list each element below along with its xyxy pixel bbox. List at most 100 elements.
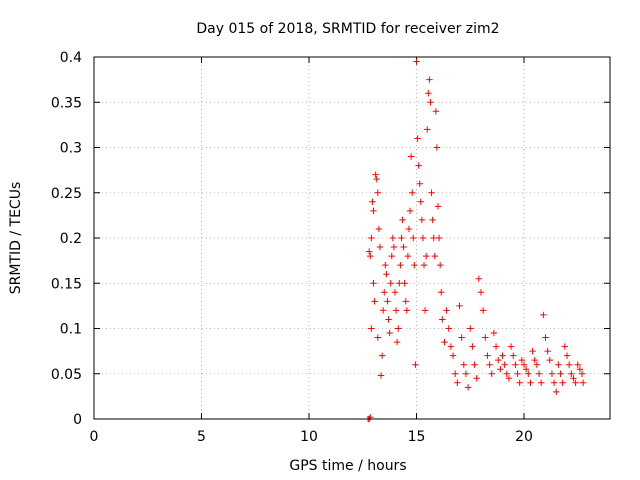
data-point bbox=[426, 76, 433, 83]
data-point bbox=[563, 352, 571, 359]
y-tick-label: 0.3 bbox=[60, 141, 82, 157]
x-tick-label: 5 bbox=[197, 429, 206, 445]
data-point bbox=[433, 144, 441, 151]
y-tick-label: 0.05 bbox=[51, 367, 82, 383]
data-point bbox=[475, 275, 483, 282]
data-point bbox=[522, 366, 530, 373]
data-point bbox=[403, 307, 411, 314]
x-axis-label: GPS time / hours bbox=[289, 458, 406, 474]
data-point bbox=[417, 198, 424, 205]
data-point bbox=[389, 234, 397, 242]
data-point bbox=[495, 356, 502, 364]
data-point bbox=[421, 307, 429, 314]
y-tick-label: 0 bbox=[73, 412, 82, 428]
data-point bbox=[490, 329, 498, 337]
data-point bbox=[520, 361, 528, 368]
data-point bbox=[384, 298, 391, 305]
data-point bbox=[432, 108, 440, 115]
y-tick-label: 0.1 bbox=[60, 322, 82, 338]
data-point bbox=[503, 370, 510, 377]
data-point bbox=[548, 370, 556, 377]
data-point bbox=[542, 334, 549, 341]
data-point bbox=[454, 379, 461, 386]
data-point bbox=[370, 280, 377, 287]
data-point bbox=[404, 252, 412, 260]
data-point bbox=[415, 162, 422, 169]
data-point bbox=[428, 189, 435, 196]
data-point bbox=[550, 379, 558, 386]
data-point bbox=[553, 388, 560, 396]
data-point bbox=[535, 370, 543, 377]
data-point bbox=[561, 343, 569, 350]
data-point bbox=[383, 271, 390, 278]
data-point bbox=[572, 379, 579, 386]
data-point bbox=[370, 207, 377, 215]
data-point bbox=[565, 361, 573, 368]
data-point bbox=[469, 343, 476, 350]
data-point bbox=[531, 356, 538, 364]
data-point bbox=[419, 234, 427, 242]
data-point bbox=[546, 356, 553, 364]
y-tick-label: 0.4 bbox=[60, 50, 82, 66]
data-point bbox=[568, 370, 575, 377]
data-point bbox=[410, 234, 417, 242]
data-point bbox=[464, 384, 472, 391]
data-point bbox=[373, 175, 380, 183]
data-point bbox=[430, 234, 437, 242]
data-point bbox=[391, 289, 399, 296]
data-point bbox=[467, 325, 474, 332]
data-point bbox=[429, 216, 436, 224]
data-point bbox=[482, 334, 489, 341]
data-point bbox=[369, 198, 376, 205]
data-point bbox=[578, 370, 586, 377]
data-point bbox=[507, 343, 515, 350]
data-point bbox=[414, 135, 421, 142]
data-point bbox=[559, 379, 566, 386]
data-point bbox=[501, 361, 508, 368]
data-point bbox=[460, 361, 467, 368]
data-point bbox=[413, 58, 420, 65]
data-point bbox=[390, 243, 398, 251]
plot-frame bbox=[93, 56, 611, 420]
data-point bbox=[447, 343, 455, 350]
data-point bbox=[422, 252, 430, 260]
data-point bbox=[402, 298, 409, 305]
data-point bbox=[401, 280, 408, 287]
data-point bbox=[412, 361, 419, 368]
data-point bbox=[425, 90, 432, 97]
chart-title: Day 015 of 2018, SRMTID for receiver zim… bbox=[196, 21, 499, 37]
grid bbox=[94, 57, 610, 419]
data-point bbox=[424, 126, 431, 133]
data-point bbox=[366, 248, 373, 255]
data-point bbox=[514, 370, 521, 377]
data-point bbox=[477, 289, 485, 296]
data-point bbox=[438, 289, 445, 296]
data-point bbox=[381, 289, 388, 296]
data-point bbox=[435, 234, 443, 242]
data-point bbox=[392, 307, 400, 314]
x-tick-label: 10 bbox=[300, 429, 318, 445]
data-point bbox=[574, 361, 581, 368]
data-point bbox=[479, 307, 487, 314]
data-point bbox=[570, 375, 577, 382]
data-point bbox=[445, 325, 452, 332]
data-point bbox=[393, 338, 401, 346]
data-point bbox=[374, 334, 381, 341]
data-point bbox=[371, 298, 378, 305]
data-point bbox=[395, 325, 402, 332]
data-point bbox=[368, 234, 375, 242]
data-point bbox=[379, 307, 387, 314]
data-point bbox=[378, 352, 386, 359]
data-points bbox=[364, 58, 587, 423]
data-point bbox=[396, 280, 403, 287]
data-point bbox=[376, 243, 384, 251]
data-point bbox=[492, 343, 500, 350]
data-point bbox=[576, 366, 584, 373]
data-point bbox=[452, 370, 459, 377]
data-point bbox=[367, 252, 374, 260]
data-point bbox=[385, 316, 392, 323]
data-point bbox=[441, 338, 448, 346]
y-tick-label: 0.2 bbox=[60, 231, 82, 247]
data-point bbox=[505, 375, 513, 382]
